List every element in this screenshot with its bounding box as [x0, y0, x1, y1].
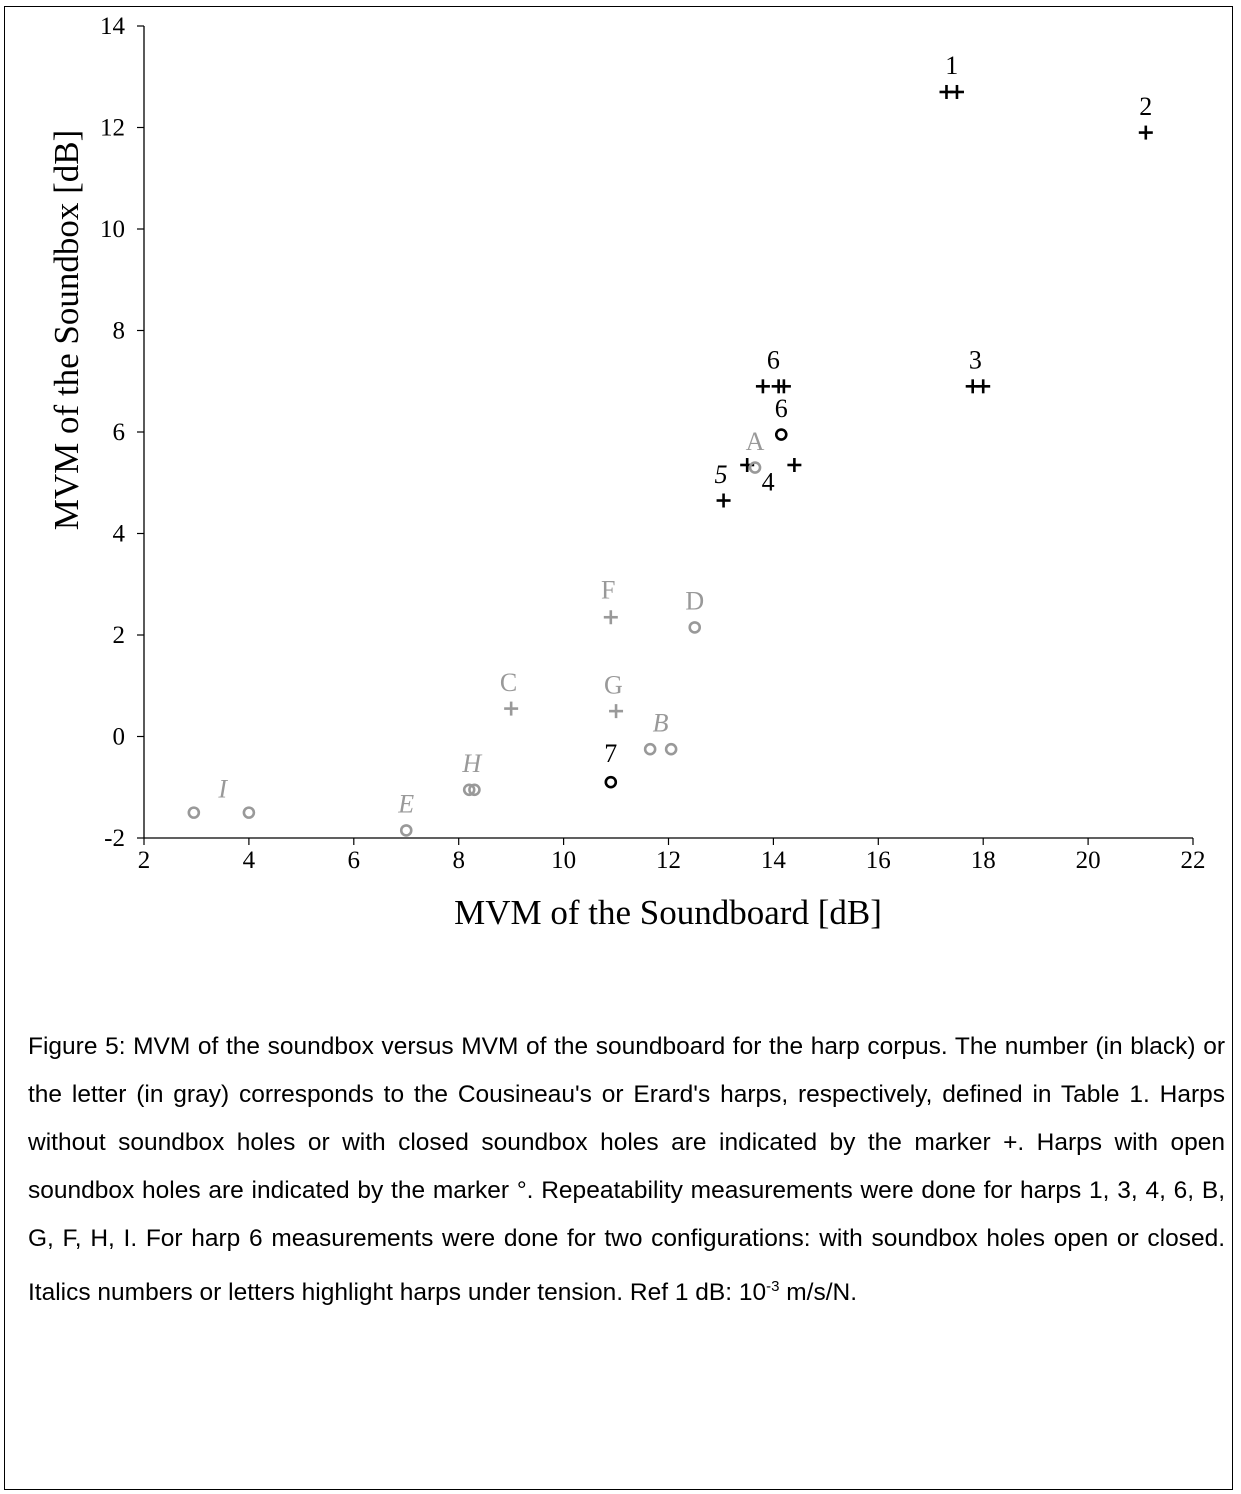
point-label: H — [461, 749, 482, 778]
point-label: E — [397, 790, 414, 819]
x-tick-label: 18 — [971, 847, 996, 874]
point-label: 5 — [714, 460, 727, 489]
point-label: C — [500, 668, 517, 697]
plus-marker — [603, 610, 618, 625]
y-tick-label: 6 — [113, 419, 126, 446]
x-tick-label: 12 — [656, 847, 681, 874]
y-tick-label: 14 — [100, 13, 126, 40]
x-tick-label: 2 — [138, 847, 151, 874]
circle-marker — [462, 783, 476, 797]
point-label: I — [217, 774, 228, 803]
y-tick-label: 10 — [100, 216, 125, 243]
point-label: 4 — [762, 467, 775, 496]
y-tick-label: 8 — [113, 318, 126, 345]
point-label: G — [604, 670, 623, 699]
x-tick-label: 16 — [866, 847, 891, 874]
plus-marker — [755, 379, 770, 394]
x-tick-label: 14 — [761, 847, 787, 874]
circle-marker — [688, 621, 702, 634]
chart-marks: 1 2 3 6 6 5 4 7 A D F C G B H E I — [187, 51, 1153, 837]
x-axis-title: MVM of the Soundboard [dB] — [454, 893, 882, 932]
y-tick-label: 12 — [100, 115, 125, 142]
figure-frame — [4, 6, 1233, 1490]
x-tick-label: 6 — [348, 847, 361, 874]
caption-exponent: -3 — [766, 1278, 780, 1295]
circle-marker — [643, 742, 657, 756]
point-label: 6 — [775, 394, 788, 423]
plus-marker — [1138, 125, 1153, 140]
circle-marker — [468, 783, 481, 797]
figure-caption: Figure 5: MVM of the soundbox versus MVM… — [28, 1023, 1225, 1317]
plus-marker — [776, 379, 791, 394]
point-label: 1 — [945, 51, 958, 80]
plus-marker — [949, 84, 964, 99]
circle-marker — [774, 428, 788, 441]
circle-marker — [748, 461, 762, 474]
y-axis-title: MVM of the Soundbox [dB] — [47, 130, 86, 531]
x-tick-label: 20 — [1076, 847, 1101, 874]
circle-marker — [242, 806, 256, 819]
caption-text: Figure 5: MVM of the soundbox versus MVM… — [28, 1033, 1225, 1307]
point-label: D — [685, 587, 704, 616]
point-label: 2 — [1139, 92, 1152, 121]
circle-marker — [187, 806, 201, 819]
y-tick-label: 0 — [113, 724, 126, 751]
caption-unit: m/s/N. — [779, 1279, 858, 1307]
circle-marker — [664, 742, 678, 756]
point-label: A — [746, 427, 765, 456]
plus-marker — [976, 379, 991, 394]
y-tick-label: -2 — [104, 825, 125, 852]
y-tick-label: 2 — [113, 622, 126, 649]
point-label: F — [601, 575, 615, 604]
plus-marker — [504, 701, 519, 716]
circle-marker — [399, 824, 413, 837]
x-tick-label: 22 — [1181, 847, 1206, 874]
x-tick-label: 8 — [452, 847, 465, 874]
point-label: B — [653, 708, 669, 737]
plus-marker — [787, 457, 802, 472]
point-label: 7 — [604, 739, 617, 768]
circle-marker — [604, 775, 618, 789]
y-tick-label: 4 — [113, 521, 126, 548]
plus-marker — [609, 704, 624, 719]
plus-marker — [716, 493, 731, 508]
x-tick-label: 10 — [551, 847, 576, 874]
x-tick-label: 4 — [243, 847, 256, 874]
point-label: 6 — [767, 346, 780, 375]
point-label: 3 — [969, 346, 982, 375]
